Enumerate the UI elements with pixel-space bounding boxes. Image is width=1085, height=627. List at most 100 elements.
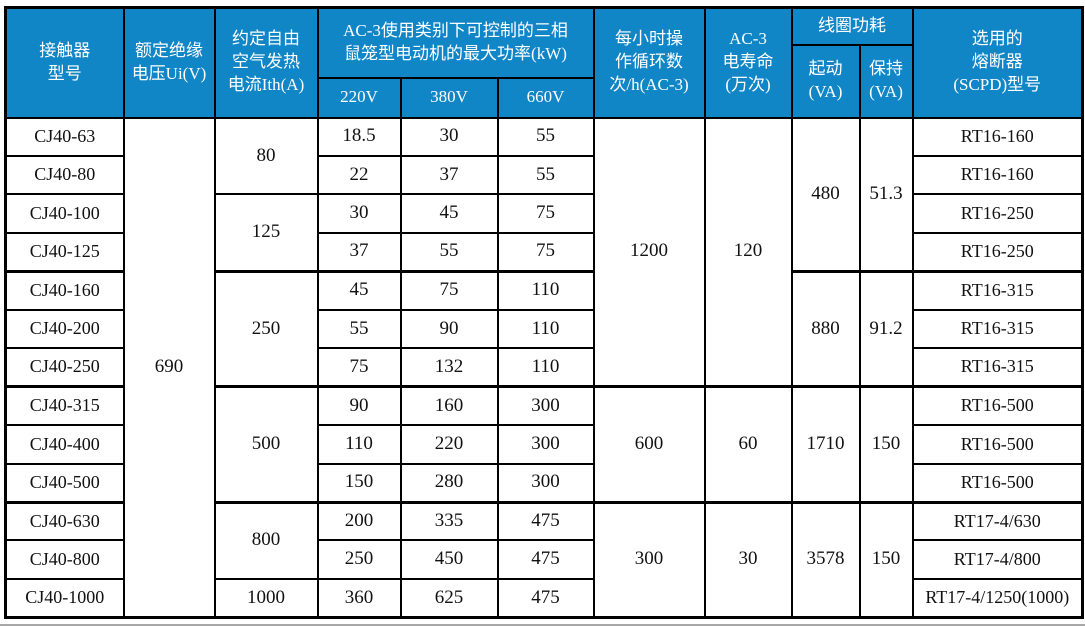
cell-power-380v: 280 xyxy=(399,462,499,504)
cell-power-220v: 110 xyxy=(316,424,402,465)
cell-power-380v: 132 xyxy=(399,347,499,388)
cell-power-220v: 55 xyxy=(316,308,402,350)
table-row: CJ40-315 500 90 160 300 600 60 1710 150 … xyxy=(4,385,1084,504)
cell-power-220v: 30 xyxy=(316,193,402,234)
col-header-electrical-life: AC-3 电寿命 (万次) xyxy=(703,6,793,119)
cell-power-660v: 110 xyxy=(496,269,595,311)
cell-hold-va: 51.3 xyxy=(858,116,914,273)
table-row: CJ40-800 250 450 475 RT17-4/800 xyxy=(4,539,1084,580)
cell-thermal-current: 1000 xyxy=(213,577,319,619)
cell-model: CJ40-125 xyxy=(4,231,125,273)
cell-power-220v: 360 xyxy=(316,577,402,619)
cell-hold-va: 150 xyxy=(858,385,914,504)
cell-power-660v: 300 xyxy=(496,424,595,465)
cell-model: CJ40-630 xyxy=(4,500,125,542)
cell-fuse: RT16-500 xyxy=(911,424,1084,465)
col-header-model: 接触器 型号 xyxy=(4,6,125,119)
cell-power-660v: 110 xyxy=(496,308,595,350)
cell-fuse: RT16-160 xyxy=(911,116,1084,157)
cell-fuse: RT17-4/1250(1000) xyxy=(911,577,1084,619)
table-row: CJ40-400 110 220 300 RT16-500 xyxy=(4,424,1084,465)
page-bottom-divider xyxy=(0,624,1085,626)
col-header-380v: 380V xyxy=(399,76,499,119)
table-row: CJ40-63 690 80 18.5 30 55 1200 120 480 5… xyxy=(4,116,1084,619)
cell-power-220v: 250 xyxy=(316,539,402,580)
col-header-coil-hold: 保持 (VA) xyxy=(858,43,914,119)
cell-power-660v: 110 xyxy=(496,347,595,388)
cell-power-380v: 160 xyxy=(399,385,499,427)
cell-power-220v: 45 xyxy=(316,269,402,311)
cell-power-220v: 18.5 xyxy=(316,116,402,157)
cell-power-380v: 335 xyxy=(399,500,499,542)
cell-thermal-current: 500 xyxy=(213,385,319,504)
col-header-coil-group: 线圈功耗 xyxy=(790,6,914,46)
cell-fuse: RT16-315 xyxy=(911,347,1084,388)
cell-model: CJ40-63 xyxy=(4,116,125,157)
cell-life: 120 xyxy=(703,116,793,388)
col-header-fuse: 选用的 熔断器 (SCPD)型号 xyxy=(911,6,1084,119)
cell-power-380v: 30 xyxy=(399,116,499,157)
col-header-220v: 220V xyxy=(316,76,402,119)
header-row-3: 220V 380V 660V xyxy=(6,76,1083,119)
cell-rated-voltage: 690 xyxy=(122,116,216,619)
cell-model: CJ40-500 xyxy=(4,462,125,504)
cell-power-380v: 55 xyxy=(399,231,499,273)
cell-thermal-current: 125 xyxy=(213,193,319,273)
cell-fuse: RT17-4/800 xyxy=(911,539,1084,580)
cell-hold-va: 150 xyxy=(858,500,914,619)
cell-model: CJ40-400 xyxy=(4,424,125,465)
cell-power-660v: 75 xyxy=(496,193,595,234)
cell-fuse: RT16-500 xyxy=(911,385,1084,427)
cell-power-660v: 55 xyxy=(496,154,595,196)
cell-power-380v: 45 xyxy=(399,193,499,234)
cell-model: CJ40-250 xyxy=(4,347,125,388)
cell-fuse: RT17-4/630 xyxy=(911,500,1084,542)
cell-power-660v: 55 xyxy=(496,116,595,157)
cell-model: CJ40-80 xyxy=(4,154,125,196)
cell-cycles: 300 xyxy=(592,500,706,619)
cell-model: CJ40-315 xyxy=(4,385,125,427)
cell-model: CJ40-1000 xyxy=(4,577,125,619)
col-header-coil-start: 起动 (VA) xyxy=(790,43,861,119)
table-row: CJ40-630 800 200 335 475 300 30 3578 150… xyxy=(4,500,1084,619)
col-header-rated-voltage: 额定绝缘 电压Ui(V) xyxy=(122,6,216,119)
cell-hold-va: 91.2 xyxy=(858,269,914,388)
cell-power-220v: 75 xyxy=(316,347,402,388)
cell-model: CJ40-800 xyxy=(4,539,125,580)
col-header-cycles: 每小时操 作循环数 次/h(AC-3) xyxy=(592,6,706,119)
header-row-2: 起动 (VA) 保持 (VA) xyxy=(6,43,1083,119)
cell-start-va: 3578 xyxy=(790,500,861,619)
header-row-1: 接触器 型号 额定绝缘 电压Ui(V) 约定自由 空气发热 电流Ith(A) A… xyxy=(4,6,1084,119)
cell-power-660v: 300 xyxy=(496,385,595,427)
cell-fuse: RT16-250 xyxy=(911,231,1084,273)
cell-fuse: RT16-500 xyxy=(911,462,1084,504)
table-row: CJ40-100 125 30 45 75 RT16-250 xyxy=(4,193,1084,273)
cell-cycles: 1200 xyxy=(592,116,706,388)
cell-model: CJ40-100 xyxy=(4,193,125,234)
cell-power-380v: 450 xyxy=(399,539,499,580)
cell-power-380v: 90 xyxy=(399,308,499,350)
cell-thermal-current: 800 xyxy=(213,500,319,580)
cell-fuse: RT16-315 xyxy=(911,308,1084,350)
table-header: 接触器 型号 额定绝缘 电压Ui(V) 约定自由 空气发热 电流Ith(A) A… xyxy=(4,6,1084,119)
cell-power-660v: 75 xyxy=(496,231,595,273)
cell-power-660v: 300 xyxy=(496,462,595,504)
table-body: CJ40-63 690 80 18.5 30 55 1200 120 480 5… xyxy=(4,116,1084,619)
cell-cycles: 600 xyxy=(592,385,706,504)
cell-power-660v: 475 xyxy=(496,500,595,542)
cell-power-660v: 475 xyxy=(496,539,595,580)
cell-fuse: RT16-315 xyxy=(911,269,1084,311)
spec-table: 接触器 型号 额定绝缘 电压Ui(V) 约定自由 空气发热 电流Ith(A) A… xyxy=(4,6,1085,619)
cell-power-380v: 625 xyxy=(399,577,499,619)
table-row: CJ40-80 22 37 55 RT16-160 xyxy=(4,154,1084,196)
table-row: CJ40-200 55 90 110 RT16-315 xyxy=(4,308,1084,350)
cell-model: CJ40-160 xyxy=(4,269,125,311)
cell-fuse: RT16-250 xyxy=(911,193,1084,234)
cell-fuse: RT16-160 xyxy=(911,154,1084,196)
col-header-660v: 660V xyxy=(496,76,595,119)
cell-power-220v: 200 xyxy=(316,500,402,542)
cell-start-va: 480 xyxy=(790,116,861,273)
cell-model: CJ40-200 xyxy=(4,308,125,350)
cell-power-380v: 37 xyxy=(399,154,499,196)
